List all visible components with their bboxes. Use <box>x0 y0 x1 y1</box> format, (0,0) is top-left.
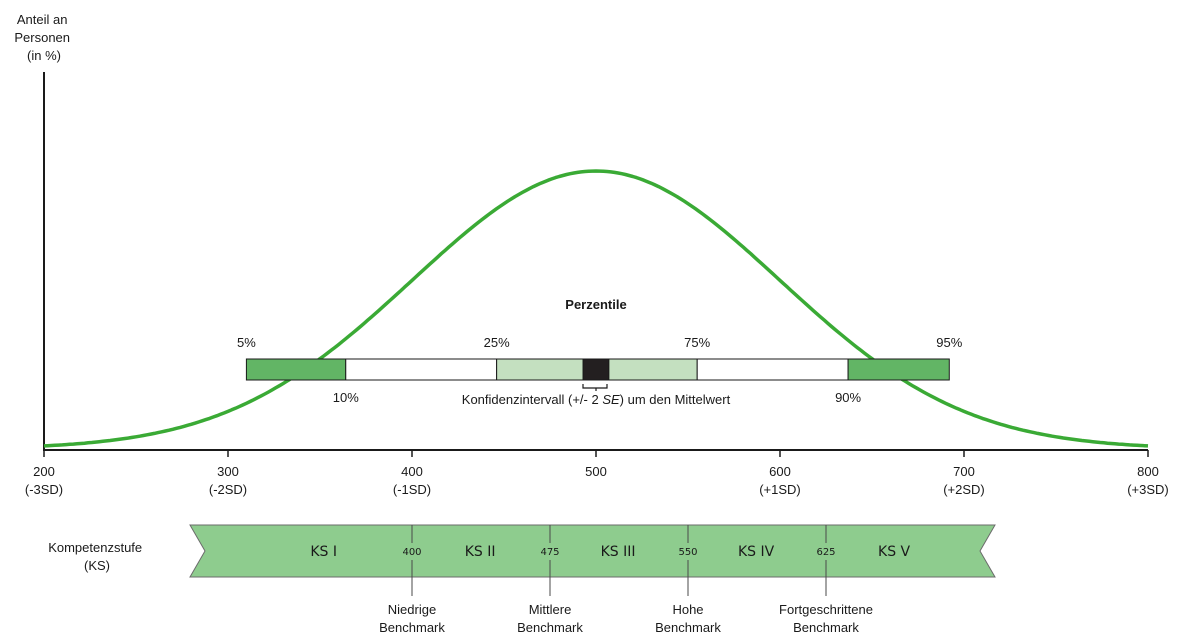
percentile-bar <box>245 358 950 381</box>
competence-level-label: KS II <box>465 544 496 560</box>
benchmark-label-line-2: Benchmark <box>517 620 583 635</box>
x-tick-sublabel: (-1SD) <box>393 482 431 497</box>
percentile-title: Perzentile <box>565 297 626 312</box>
cutoff-value: 625 <box>816 547 835 558</box>
x-tick-label: 700 <box>953 464 975 479</box>
ci-label-italic: SE <box>602 392 620 407</box>
competence-levels: KS I KS II KS III KS IV KS V <box>310 544 910 560</box>
x-tick-sublabel: (+2SD) <box>943 482 985 497</box>
x-tick-label: 300 <box>217 464 239 479</box>
benchmark-label-line-1: Hohe <box>672 602 703 617</box>
competence-level-label: KS III <box>601 544 636 560</box>
competence-cutoffs: 400 Niedrige Benchmark 475 Mittlere Benchmark… <box>379 525 873 635</box>
benchmark-label-line-1: Mittlere <box>529 602 572 617</box>
competence-label: Kompetenzstufe (KS) <box>48 540 146 573</box>
x-axis-ticks: 200 (-3SD) 300 (-2SD) 400 (-1SD) 500 600 (+1SD) 7… <box>25 450 1169 497</box>
benchmark-label-line-2: Benchmark <box>793 620 859 635</box>
percentile-label-top: 25% <box>484 335 510 350</box>
confidence-interval-bracket <box>582 384 608 389</box>
x-tick-label: 800 <box>1137 464 1159 479</box>
x-tick-sublabel: (-3SD) <box>25 482 63 497</box>
y-axis-label-line-2: Personen <box>14 30 70 45</box>
x-tick-label: 500 <box>585 464 607 479</box>
percentile-segment <box>696 358 849 381</box>
y-axis-label: Anteil an Personen (in %) <box>14 12 73 63</box>
y-axis-label-line-3: (in %) <box>27 48 61 63</box>
competence-band <box>189 524 996 578</box>
competence-level-label: KS I <box>310 544 337 560</box>
cutoff-value: 550 <box>678 547 697 558</box>
percentile-label-top: 5% <box>237 335 256 350</box>
percentile-label-top: 75% <box>684 335 710 350</box>
x-tick-sublabel: (+3SD) <box>1127 482 1169 497</box>
ci-label-before: Konfidenzintervall (+/- 2 <box>462 392 603 407</box>
percentile-segment <box>847 358 950 381</box>
percentile-segment <box>496 358 584 381</box>
y-axis-label-line-1: Anteil an <box>17 12 68 27</box>
x-tick-label: 600 <box>769 464 791 479</box>
x-tick-sublabel: (+1SD) <box>759 482 801 497</box>
competence-level-label: KS V <box>878 544 911 560</box>
ci-label-after: ) um den Mittelwert <box>620 392 731 407</box>
percentile-label-top: 95% <box>936 335 962 350</box>
benchmark-label-line-2: Benchmark <box>379 620 445 635</box>
percentile-segment <box>345 358 498 381</box>
competence-level-label: KS IV <box>738 544 775 560</box>
benchmark-label-line-2: Benchmark <box>655 620 721 635</box>
competence-label-line-2: (KS) <box>84 558 110 573</box>
x-tick-label: 200 <box>33 464 55 479</box>
benchmark-label-line-1: Niedrige <box>388 602 436 617</box>
confidence-interval-label: Konfidenzintervall (+/- 2 SE) um den Mit… <box>462 392 731 407</box>
percentile-segment <box>608 358 698 381</box>
competence-label-line-1: Kompetenzstufe <box>48 540 142 555</box>
x-tick-sublabel: (-2SD) <box>209 482 247 497</box>
percentile-segment <box>245 358 347 381</box>
percentile-segment <box>582 358 610 381</box>
cutoff-value: 400 <box>402 547 421 558</box>
percentile-label-bottom: 90% <box>835 390 861 405</box>
percentile-labels: 5% 25% 75% 95% 10% 90% <box>237 335 963 405</box>
benchmark-label-line-1: Fortgeschrittene <box>779 602 873 617</box>
percentile-label-bottom: 10% <box>333 390 359 405</box>
normal-distribution-curve <box>43 169 1149 448</box>
x-tick-label: 400 <box>401 464 423 479</box>
cutoff-value: 475 <box>540 547 559 558</box>
